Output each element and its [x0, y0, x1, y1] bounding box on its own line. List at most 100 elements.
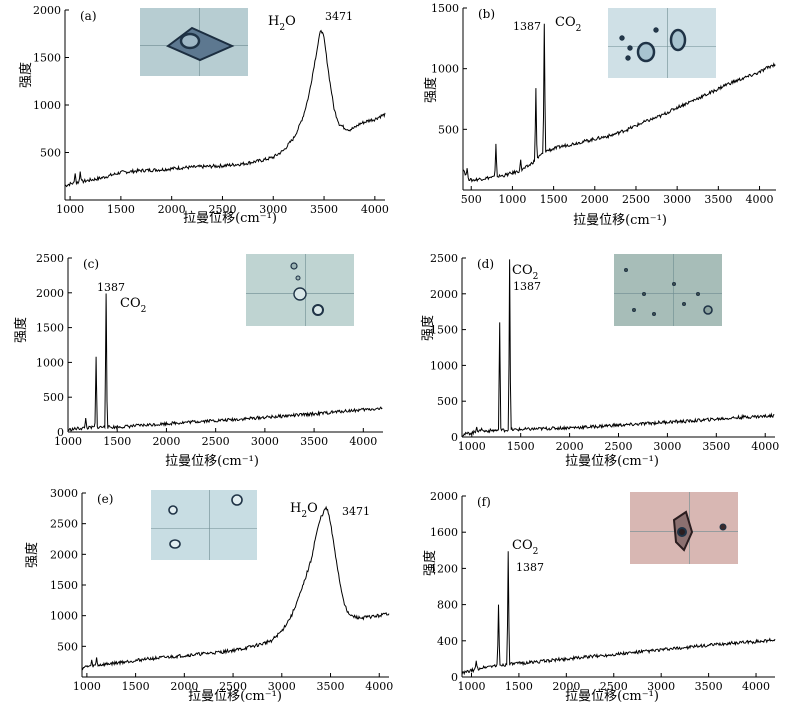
species-label: CO2: [512, 263, 538, 282]
x-tick-label: 500: [461, 193, 482, 206]
x-tick-label: 1500: [103, 435, 131, 448]
x-tick-label: 4000: [365, 680, 393, 693]
x-tick-label: 3500: [695, 680, 723, 693]
x-tick-label: 2000: [556, 440, 584, 453]
x-tick-label: 2500: [208, 203, 236, 216]
x-tick-label: 1500: [107, 203, 135, 216]
spectrum-panel-f: 1000 1500 2000 2500 3000 3500 4000 0 400 800 1200 1…: [422, 490, 776, 704]
peak-label: 1387: [97, 281, 125, 294]
spectrum-panel-e: 1000 1500 2000 2500 3000 3500 4000 500 1000 1500 2…: [24, 487, 393, 704]
y-tick-label: 500: [438, 123, 459, 136]
x-tick-label: 1000: [54, 435, 82, 448]
peak-label: 3471: [342, 505, 370, 518]
x-axis-label: 拉曼位移(cm⁻¹): [565, 454, 659, 469]
y-tick-label: 1000: [36, 356, 64, 369]
y-tick-label: 0: [451, 431, 458, 444]
micrograph-inset: [140, 8, 248, 76]
y-tick-label: 500: [43, 391, 64, 404]
x-tick-label: 2000: [152, 435, 180, 448]
y-tick-label: 1500: [430, 324, 458, 337]
y-tick-label: 1500: [431, 2, 459, 15]
x-tick-label: 2500: [219, 680, 247, 693]
micrograph-inset: [151, 490, 257, 560]
x-tick-label: 4000: [742, 680, 770, 693]
x-axis-label: 拉曼位移(cm⁻¹): [183, 211, 277, 226]
x-axis-label: 拉曼位移(cm⁻¹): [573, 213, 667, 228]
y-axis-label: 强度: [420, 315, 436, 341]
peak-label: 1387: [513, 20, 541, 33]
y-tick-label: 1600: [430, 526, 458, 539]
y-tick-label: 1200: [430, 562, 458, 575]
peak-label: 3471: [325, 10, 353, 23]
peak-label: 1387: [513, 280, 541, 293]
y-axis-label: 强度: [423, 77, 439, 103]
y-tick-label: 2000: [36, 287, 64, 300]
x-tick-label: 2500: [202, 435, 230, 448]
y-tick-label: 500: [437, 395, 458, 408]
panel-label: (e): [97, 492, 113, 506]
panel-label: (d): [477, 257, 494, 271]
y-tick-label: 1000: [33, 99, 61, 112]
y-tick-label: 2000: [430, 490, 458, 503]
x-tick-label: 1000: [457, 680, 485, 693]
spectrum-panel-c: 1000 1500 2000 2500 3000 3500 4000 0 500 1000 1500…: [13, 252, 383, 469]
species-label: CO2: [555, 15, 581, 34]
y-tick-label: 1500: [36, 322, 64, 335]
y-tick-label: 500: [57, 640, 78, 653]
species-label: CO2: [120, 296, 146, 315]
x-tick-label: 3500: [317, 680, 345, 693]
micrograph-inset: [608, 8, 716, 78]
x-tick-label: 1500: [505, 680, 533, 693]
x-tick-label: 2000: [581, 193, 609, 206]
spectrum-panel-d: 1000 1500 2000 2500 3000 3500 4000 0 500 1000 1500…: [420, 252, 779, 469]
x-tick-label: 2000: [158, 203, 186, 216]
y-tick-label: 1500: [33, 52, 61, 65]
spectrum-panel-a: 1000 1500 2000 2500 3000 3500 4000 500 1000 1500 2…: [18, 4, 389, 226]
x-tick-label: 1500: [540, 193, 568, 206]
y-tick-label: 2000: [430, 288, 458, 301]
x-tick-label: 1000: [498, 193, 526, 206]
micrograph-inset: [614, 254, 722, 326]
y-tick-label: 1000: [430, 359, 458, 372]
y-tick-label: 500: [40, 147, 61, 160]
x-axis-label: 拉曼位移(cm⁻¹): [165, 454, 259, 469]
panel-label: (b): [478, 7, 495, 21]
x-axis-label: 拉曼位移(cm⁻¹): [188, 689, 282, 704]
x-tick-label: 2500: [600, 680, 628, 693]
spectrum-line: [462, 23, 776, 183]
x-tick-label: 2000: [552, 680, 580, 693]
micrograph-inset: [246, 254, 354, 326]
x-tick-label: 1500: [122, 680, 150, 693]
x-tick-label: 4000: [361, 203, 389, 216]
x-tick-label: 2500: [605, 440, 633, 453]
y-axis-label: 强度: [13, 317, 29, 343]
micrograph-inset: [630, 492, 738, 564]
y-tick-label: 1000: [50, 610, 78, 623]
panel-label: (f): [477, 495, 491, 509]
x-tick-label: 4000: [349, 435, 377, 448]
spectrum-line: [64, 29, 386, 188]
x-tick-label: 2500: [622, 193, 650, 206]
spectrum-panel-b: 500 1000 1500 2000 2500 3000 3500 4000 500 1000 15…: [423, 2, 776, 228]
y-tick-label: 2500: [36, 252, 64, 265]
spectrum-line: [81, 505, 390, 671]
y-tick-label: 2000: [50, 548, 78, 561]
x-tick-label: 4000: [751, 440, 779, 453]
x-tick-label: 3500: [704, 193, 732, 206]
y-tick-label: 800: [437, 599, 458, 612]
species-label: CO2: [512, 538, 538, 557]
x-tick-label: 1000: [458, 440, 486, 453]
species-label: H2O: [268, 14, 296, 33]
x-axis-label: 拉曼位移(cm⁻¹): [565, 689, 659, 704]
y-axis-label: 强度: [422, 550, 438, 576]
x-tick-label: 3000: [663, 193, 691, 206]
y-tick-label: 1500: [50, 579, 78, 592]
y-tick-label: 0: [451, 671, 458, 684]
y-axis-label: 强度: [24, 542, 40, 568]
x-tick-label: 3000: [251, 435, 279, 448]
y-tick-label: 3000: [50, 487, 78, 500]
y-tick-label: 400: [437, 635, 458, 648]
x-tick-label: 2000: [170, 680, 198, 693]
x-tick-label: 4000: [746, 193, 774, 206]
